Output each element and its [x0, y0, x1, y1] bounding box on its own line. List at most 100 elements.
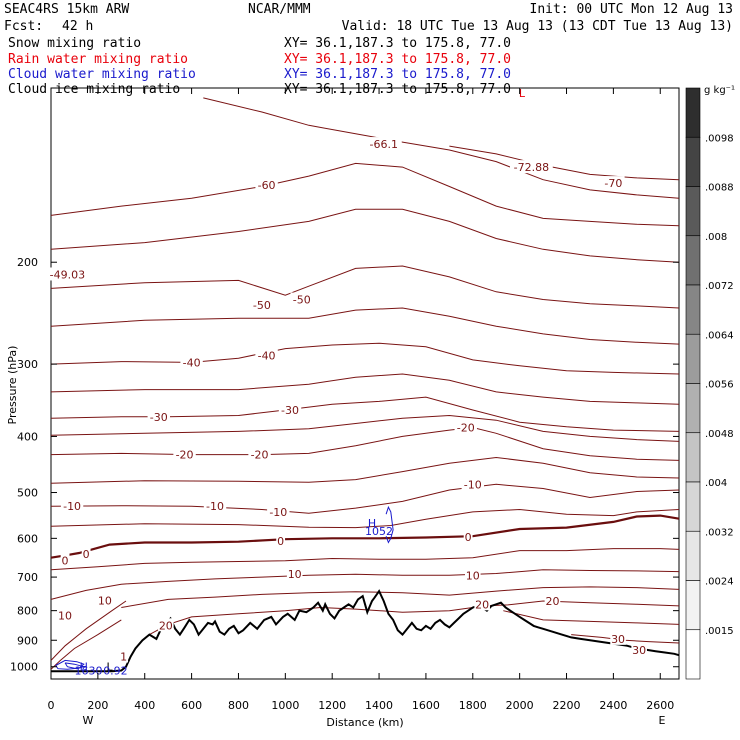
- x-tick-label-5: 1000: [271, 699, 299, 712]
- contour-line-9: [50, 414, 680, 442]
- contour-label-0: -66.1: [370, 138, 398, 151]
- contour-label-6: -50: [293, 294, 311, 307]
- colorbar-swatch-3: [685, 235, 701, 286]
- x-tick-label-13: 2600: [646, 699, 674, 712]
- contour-line-4: [50, 265, 680, 309]
- y-tick-label-8: 1000: [10, 661, 38, 674]
- contour-line-6: [50, 342, 680, 375]
- contour-label-bg-6: [290, 292, 313, 306]
- colorbar-ticks: .0098 .0088 .008 .0072 .0064 .0056 .0048 .004 .0…: [705, 133, 734, 637]
- terrain-line: [51, 589, 680, 673]
- valid-time: Valid: 18 UTC Tue 13 Aug 13 (13 CDT Tue …: [342, 19, 733, 34]
- x-tick-label-12: 2400: [599, 699, 627, 712]
- colorbar-swatch-4: [685, 284, 701, 335]
- colorbar-tick-label-3: .0072: [705, 281, 734, 292]
- x-end-label-west: W: [83, 714, 94, 727]
- contour-line-10: [50, 426, 680, 461]
- contour-label-bg-3: [255, 177, 278, 191]
- contour-line-16: [50, 569, 680, 600]
- temperature-contours: [50, 97, 680, 670]
- contour-label-18: 0: [83, 548, 90, 561]
- y-tick-label-6: 800: [17, 605, 38, 618]
- x-tick-label-1: 200: [87, 699, 108, 712]
- colorbar-unit: g kg⁻¹: [704, 85, 735, 96]
- cloud-water-features: [55, 505, 394, 670]
- colorbar-tick-label-0: .0098: [705, 133, 734, 144]
- contour-label-27: 20: [545, 595, 559, 608]
- contour-label-bg-8: [255, 348, 278, 362]
- annotation-2: H: [80, 661, 88, 674]
- colorbar: .0098 .0088 .008 .0072 .0064 .0056 .0048 .004 .0…: [685, 85, 735, 680]
- contour-label-bg-23: [464, 568, 481, 582]
- contour-line-0: [449, 145, 680, 181]
- colorbar-tick-label-5: .0056: [705, 380, 734, 391]
- contour-label-bg-2: [602, 176, 625, 190]
- y-tick-label-3: 500: [17, 487, 38, 500]
- contour-label-bg-10: [147, 409, 170, 423]
- contour-label-1: -72.88: [514, 161, 549, 174]
- contour-label-bg-27: [544, 594, 561, 608]
- contour-line-22: [50, 619, 122, 670]
- contour-label-bg-17: [461, 477, 484, 491]
- contour-label-8: -40: [258, 350, 276, 363]
- contour-label-29: 30: [611, 633, 625, 646]
- contour-label-9: -30: [281, 404, 299, 417]
- header: SEAC4RS 15km ARW NCAR/MMM Init: 00 UTC M…: [4, 2, 733, 34]
- contour-label-7: -40: [183, 356, 201, 369]
- contour-label-bg-30: [631, 642, 647, 656]
- contour-label-5: -50: [253, 299, 271, 312]
- annotation-4: 1630: [74, 665, 102, 678]
- contour-label-11: -20: [457, 421, 475, 434]
- legend-rain-xy: XY= 36.1,187.3 to 175.8, 77.0: [284, 52, 511, 67]
- contour-label-bg-29: [610, 631, 626, 645]
- contour-label-3: -60: [258, 179, 276, 192]
- colorbar-tick-label-8: .0032: [705, 527, 734, 538]
- contour-label-bg-7: [180, 355, 203, 369]
- colorbar-swatch-0: [685, 87, 701, 138]
- y-tick-label-5: 700: [17, 571, 38, 584]
- contour-line-3: [50, 208, 680, 263]
- y-tick-label-7: 900: [17, 634, 38, 647]
- x-tick-label-9: 1800: [459, 699, 487, 712]
- x-tick-label-2: 400: [134, 699, 155, 712]
- center-label: NCAR/MMM: [248, 2, 311, 17]
- colorbar-tick-label-2: .008: [705, 232, 727, 243]
- contour-label-28: 20: [159, 619, 173, 632]
- colorbar-swatch-6: [685, 383, 701, 434]
- x-tick-label-4: 800: [228, 699, 249, 712]
- legend-snow-name: Snow mixing ratio: [8, 36, 141, 51]
- contour-line-1: [203, 97, 680, 199]
- contour-label-21: 0: [465, 531, 472, 544]
- y-axis-label: Pressure (hPa): [6, 346, 19, 425]
- contour-label-16: -10: [269, 506, 287, 519]
- contour-label-bg-0: [365, 137, 402, 151]
- contour-label-17: -10: [464, 478, 482, 491]
- annotation-3: L: [107, 661, 114, 674]
- contour-label-bg-13: [248, 447, 271, 461]
- legend-cloudice-xy: XY= 36.1,187.3 to 175.8, 77.0: [284, 82, 511, 97]
- contour-label-23: 10: [466, 569, 480, 582]
- contour-label-25: 10: [58, 609, 72, 622]
- contour-label-20: 0: [277, 535, 284, 548]
- fcst-value: 42 h: [62, 19, 93, 34]
- cloud-water-contour-0: [385, 505, 394, 544]
- contour-label-bg-14: [60, 499, 84, 513]
- contour-line-11: [50, 456, 680, 484]
- colorbar-tick-label-1: .0088: [705, 183, 734, 194]
- contour-line-17: [121, 586, 680, 608]
- fcst-label: Fcst:: [4, 19, 43, 34]
- contour-label-bg-24: [97, 593, 113, 607]
- colorbar-tick-label-6: .0048: [705, 429, 734, 440]
- x-tick-label-8: 1600: [412, 699, 440, 712]
- contour-label-14: -10: [63, 500, 81, 513]
- legend-cloudice-name: Cloud ice mixing ratio: [8, 82, 180, 97]
- annotation-0: H: [368, 517, 376, 530]
- annotation-1: 1052: [365, 525, 393, 538]
- contour-label-4: -49.03: [50, 268, 85, 281]
- y-tick-label-0: 200: [17, 256, 38, 269]
- colorbar-tick-label-9: .0024: [705, 577, 734, 588]
- contour-label-bg-25: [57, 608, 73, 622]
- plot-frame: [50, 87, 680, 680]
- contour-label-22: 10: [288, 568, 302, 581]
